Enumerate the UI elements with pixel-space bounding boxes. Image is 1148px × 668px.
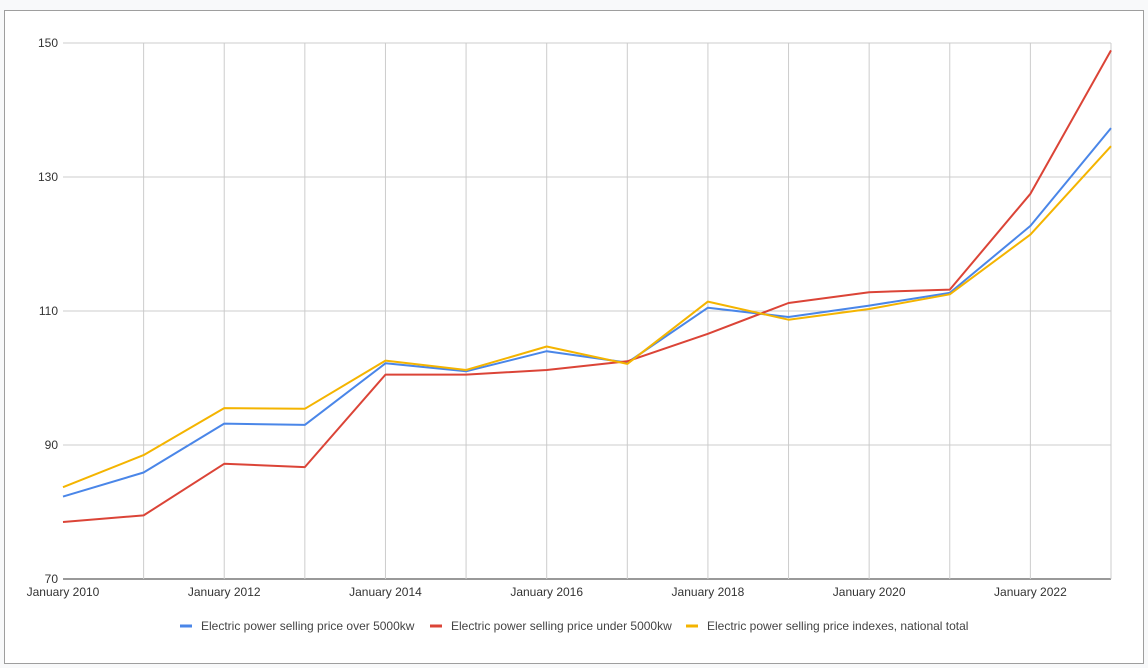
series-line-2 <box>62 49 1112 523</box>
grid-lines <box>63 42 1112 580</box>
legend-label: Electric power selling price over 5000kw <box>201 619 415 633</box>
y-axis-ticks: 70 90 110 130 150 <box>38 36 58 586</box>
legend-item: Electric power selling price under 5000k… <box>430 619 672 633</box>
x-tick-label: January 2022 <box>994 585 1067 599</box>
y-tick-label: 110 <box>39 304 58 318</box>
x-tick-label: January 2014 <box>349 585 422 599</box>
x-tick-label: January 2016 <box>510 585 583 599</box>
y-tick-label: 130 <box>38 170 58 184</box>
y-tick-label: 150 <box>38 36 58 50</box>
series-lines <box>62 49 1112 523</box>
legend-item: Electric power selling price indexes, na… <box>686 619 968 633</box>
x-axis-ticks: January 2010 January 2012 January 2014 Janu… <box>27 585 1067 599</box>
y-tick-label: 70 <box>45 572 59 586</box>
chart-container[interactable] <box>4 10 1144 664</box>
x-tick-label: January 2020 <box>833 585 906 599</box>
x-tick-label: January 2018 <box>672 585 745 599</box>
x-tick-label: January 2010 <box>27 585 100 599</box>
legend-label: Electric power selling price under 5000k… <box>451 619 672 633</box>
series-line-1 <box>62 127 1112 498</box>
series-line-3 <box>62 145 1112 489</box>
legend-label: Electric power selling price indexes, na… <box>707 619 968 633</box>
legend-item: Electric power selling price over 5000kw <box>180 619 415 633</box>
x-tick-label: January 2012 <box>188 585 261 599</box>
legend: Electric power selling price over 5000kw… <box>180 619 968 633</box>
y-tick-label: 90 <box>45 438 59 452</box>
